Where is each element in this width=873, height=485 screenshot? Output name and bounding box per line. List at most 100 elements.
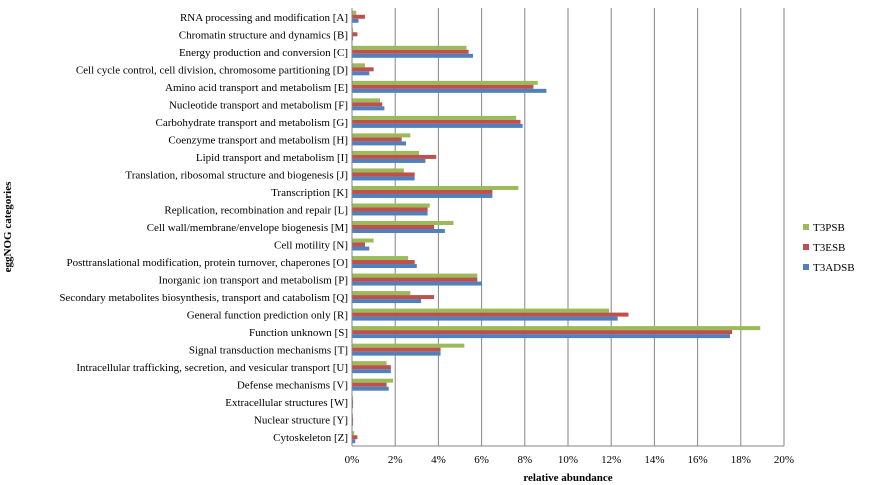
category-label: Cytoskeleton [Z] xyxy=(273,432,348,444)
bar-t3adsb xyxy=(352,264,417,269)
category-labels: RNA processing and modification [A] Chrom… xyxy=(59,12,348,444)
bar-t3esb xyxy=(352,172,415,177)
x-tick-label: 8% xyxy=(517,454,532,466)
category-label: Posttranslational modification, protein … xyxy=(66,257,348,269)
bar-t3psb xyxy=(352,150,419,155)
bar-t3adsb xyxy=(352,246,370,251)
x-tick-label: 12% xyxy=(601,454,621,466)
x-tick-label: 6% xyxy=(474,454,489,466)
category-label: Carbohydrate transport and metabolism [G… xyxy=(156,117,348,129)
bar-t3adsb xyxy=(352,158,426,163)
x-tick-label: 0% xyxy=(345,454,360,466)
bar-t3esb xyxy=(352,84,534,89)
bar-t3esb xyxy=(352,330,733,335)
bar-t3adsb xyxy=(352,71,370,76)
x-tick-label: 10% xyxy=(558,454,578,466)
bar-t3esb xyxy=(352,137,402,142)
bar-t3adsb xyxy=(352,404,354,409)
bar-t3esb xyxy=(352,14,365,19)
bar-t3esb xyxy=(352,189,493,194)
bar-t3adsb xyxy=(352,141,406,146)
bar-t3adsb xyxy=(352,211,428,216)
bar-t3esb xyxy=(352,365,391,370)
category-label: Energy production and conversion [C] xyxy=(179,47,348,59)
category-label: Lipid transport and metabolism [I] xyxy=(196,152,348,164)
category-label: Function unknown [S] xyxy=(249,327,348,339)
bar-t3psb xyxy=(352,203,430,208)
bar-t3psb xyxy=(352,256,409,261)
category-label: Replication, recombination and repair [L… xyxy=(164,204,348,216)
bar-t3esb xyxy=(352,154,437,159)
bar-t3esb xyxy=(352,400,354,405)
bar-t3psb xyxy=(352,133,411,138)
category-label: RNA processing and modification [A] xyxy=(180,12,348,24)
x-tick-label: 14% xyxy=(644,454,664,466)
bar-t3esb xyxy=(352,49,469,54)
legend-swatch xyxy=(803,264,809,270)
bar-t3psb xyxy=(352,291,411,296)
bar-t3adsb xyxy=(352,281,482,286)
x-tick-label: 18% xyxy=(731,454,751,466)
bar-t3adsb xyxy=(352,36,354,41)
x-tick-label: 2% xyxy=(388,454,403,466)
bar-t3psb xyxy=(352,413,354,418)
legend-swatch xyxy=(803,224,809,230)
bar-t3psb xyxy=(352,378,394,383)
x-tick-labels: 0% 2% 4% 6% 8% 10% 12% 14% 16% 18% 20% xyxy=(345,454,794,466)
bar-t3adsb xyxy=(352,299,422,304)
category-label: Inorganic ion transport and metabolism [… xyxy=(158,275,348,287)
bar-t3adsb xyxy=(352,88,547,93)
bar-t3psb xyxy=(352,396,354,401)
bar-t3psb xyxy=(352,326,761,331)
category-label: Transcription [K] xyxy=(271,187,348,199)
x-tick-label: 16% xyxy=(688,454,708,466)
category-label: Intracellular trafficking, secretion, an… xyxy=(76,362,348,374)
category-label: Translation, ribosomal structure and bio… xyxy=(125,169,348,181)
bar-t3adsb xyxy=(352,421,354,426)
bar-t3adsb xyxy=(352,439,356,444)
category-label: Defense mechanisms [V] xyxy=(237,380,348,392)
bar-t3psb xyxy=(352,10,357,15)
bar-t3esb xyxy=(352,260,415,265)
bar-t3adsb xyxy=(352,53,473,58)
category-label: Nuclear structure [Y] xyxy=(254,415,348,427)
legend-label: T3PSB xyxy=(813,222,845,234)
legend-label: T3ESB xyxy=(813,242,845,254)
bar-t3adsb xyxy=(352,334,730,339)
bar-t3esb xyxy=(352,277,478,282)
bar-t3psb xyxy=(352,221,454,225)
bar-t3psb xyxy=(352,431,355,436)
bar-t3psb xyxy=(352,308,610,313)
bar-t3esb xyxy=(352,207,428,212)
y-axis-title: eggNOG categories xyxy=(2,181,14,272)
legend-label: T3ADSB xyxy=(813,262,855,274)
x-tick-label: 20% xyxy=(774,454,794,466)
bar-t3esb xyxy=(352,67,374,72)
legend: T3PSB T3ESB T3ADSB xyxy=(803,222,855,274)
bar-t3esb xyxy=(352,32,358,37)
bars xyxy=(352,10,761,444)
category-label: Chromatin structure and dynamics [B] xyxy=(179,29,348,41)
bar-t3esb xyxy=(352,435,358,440)
category-label: Signal transduction mechanisms [T] xyxy=(189,345,348,357)
bar-t3psb xyxy=(352,115,517,120)
category-label: Amino acid transport and metabolism [E] xyxy=(165,82,348,94)
bar-t3esb xyxy=(352,347,441,352)
bar-t3psb xyxy=(352,361,387,366)
bar-t3psb xyxy=(352,185,519,190)
bar-t3esb xyxy=(352,295,435,300)
x-axis-title: relative abundance xyxy=(523,472,612,484)
bar-t3esb xyxy=(352,312,629,317)
category-label: Cell wall/membrane/envelope biogenesis [… xyxy=(147,222,348,234)
bar-t3psb xyxy=(352,28,354,33)
bar-t3psb xyxy=(352,98,381,103)
category-label: Secondary metabolites biosynthesis, tran… xyxy=(59,292,348,304)
bar-t3psb xyxy=(352,45,467,50)
category-label: Extracellular structures [W] xyxy=(225,397,348,409)
category-label: Coenzyme transport and metabolism [H] xyxy=(168,134,348,146)
category-label: General function prediction only [R] xyxy=(187,310,348,322)
legend-swatch xyxy=(803,244,809,250)
bar-t3esb xyxy=(352,242,365,247)
bar-t3psb xyxy=(352,273,478,278)
